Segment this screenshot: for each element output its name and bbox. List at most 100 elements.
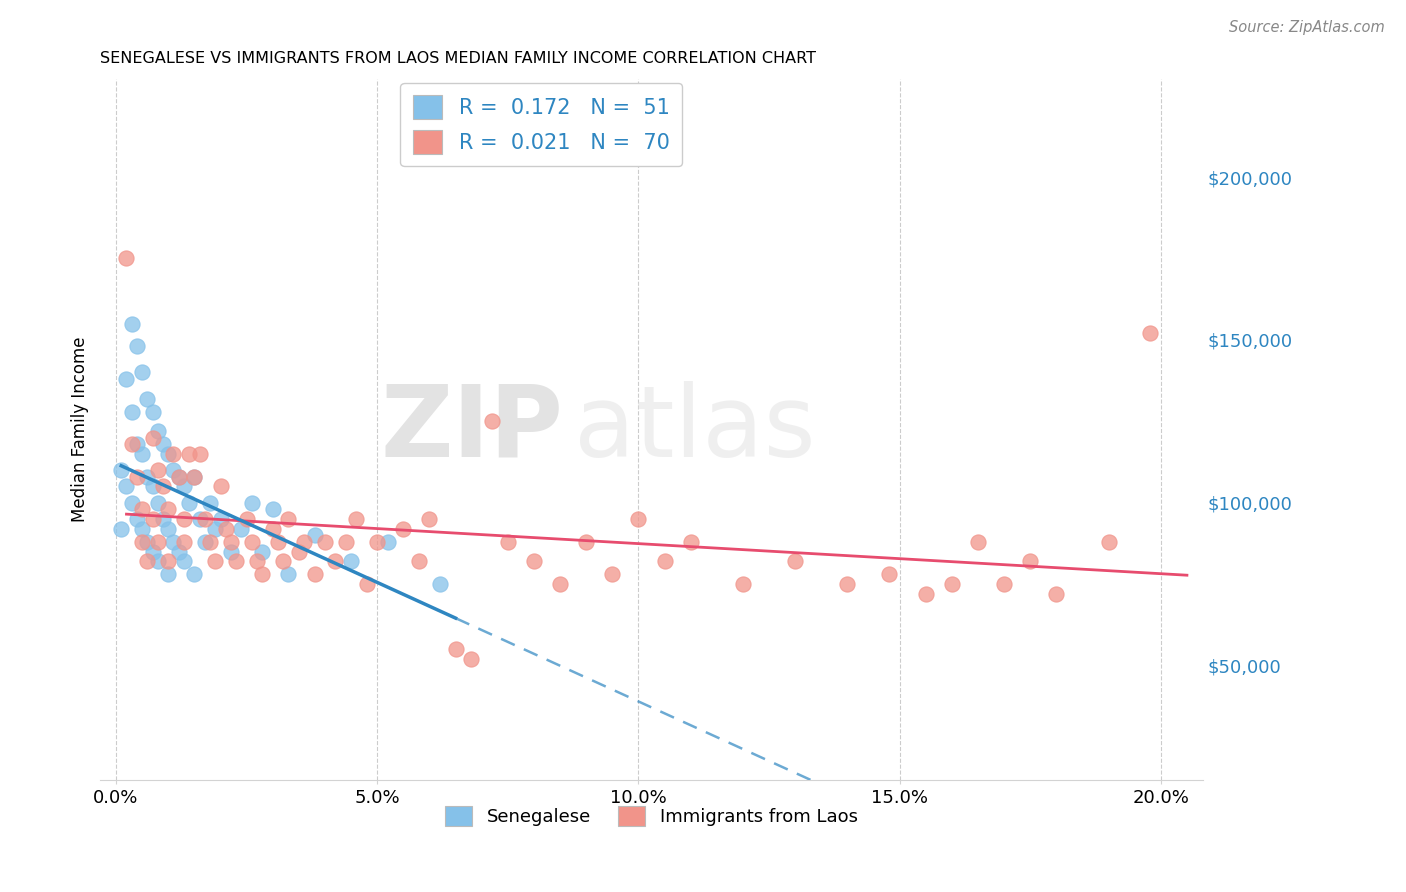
Point [125, 437, 148, 451]
Point [173, 479, 195, 493]
Point [131, 366, 153, 380]
Point [131, 522, 153, 536]
Point [993, 577, 1015, 591]
Point [146, 496, 169, 510]
Point [179, 496, 201, 510]
Point [240, 534, 263, 549]
Point [271, 554, 294, 568]
Point [198, 534, 221, 549]
Point [131, 447, 153, 461]
Point [837, 577, 859, 591]
Point [460, 652, 482, 666]
Point [877, 567, 900, 582]
Point [231, 522, 253, 536]
Point [136, 554, 159, 568]
Text: Source: ZipAtlas.com: Source: ZipAtlas.com [1229, 20, 1385, 35]
Point [167, 469, 190, 483]
Point [340, 554, 363, 568]
Point [314, 534, 336, 549]
Point [142, 479, 165, 493]
Point [304, 528, 326, 542]
Point [167, 469, 190, 483]
Point [548, 577, 571, 591]
Point [785, 554, 807, 568]
Point [377, 534, 399, 549]
Point [146, 554, 169, 568]
Point [1139, 326, 1161, 341]
Point [627, 512, 650, 526]
Point [188, 447, 211, 461]
Point [246, 554, 269, 568]
Point [366, 534, 388, 549]
Point [235, 512, 257, 526]
Point [731, 577, 754, 591]
Point [277, 567, 299, 582]
Point [941, 577, 963, 591]
Point [125, 339, 148, 353]
Point [183, 567, 205, 582]
Point [136, 392, 159, 406]
Point [277, 512, 299, 526]
Point [152, 512, 174, 526]
Text: atlas: atlas [574, 381, 815, 478]
Point [267, 534, 290, 549]
Point [173, 534, 195, 549]
Point [344, 512, 367, 526]
Point [146, 534, 169, 549]
Point [121, 437, 143, 451]
Point [292, 534, 315, 549]
Point [496, 534, 519, 549]
Point [125, 512, 148, 526]
Point [125, 469, 148, 483]
Point [481, 414, 503, 428]
Text: ZIP: ZIP [381, 381, 564, 478]
Point [252, 544, 274, 558]
Point [173, 512, 195, 526]
Point [173, 554, 195, 568]
Point [408, 554, 430, 568]
Point [110, 522, 132, 536]
Point [209, 479, 232, 493]
Point [162, 534, 184, 549]
Point [194, 534, 217, 549]
Point [152, 479, 174, 493]
Point [356, 577, 378, 591]
Point [142, 431, 165, 445]
Point [304, 567, 326, 582]
Point [1097, 534, 1119, 549]
Point [523, 554, 546, 568]
Legend: Senegalese, Immigrants from Laos: Senegalese, Immigrants from Laos [439, 798, 865, 834]
Point [204, 554, 226, 568]
Point [194, 512, 217, 526]
Point [136, 469, 159, 483]
Point [162, 463, 184, 477]
Point [157, 554, 180, 568]
Point [146, 463, 169, 477]
Point [240, 496, 263, 510]
Point [142, 512, 165, 526]
Point [392, 522, 415, 536]
Point [335, 534, 357, 549]
Point [219, 544, 242, 558]
Point [157, 567, 180, 582]
Point [188, 512, 211, 526]
Point [110, 463, 132, 477]
Point [157, 447, 180, 461]
Point [1045, 587, 1067, 601]
Y-axis label: Median Family Income: Median Family Income [72, 336, 89, 522]
Point [115, 479, 138, 493]
Point [179, 447, 201, 461]
Point [219, 534, 242, 549]
Point [162, 447, 184, 461]
Point [209, 512, 232, 526]
Point [157, 522, 180, 536]
Point [288, 544, 311, 558]
Point [679, 534, 702, 549]
Point [183, 469, 205, 483]
Text: SENEGALESE VS IMMIGRANTS FROM LAOS MEDIAN FAMILY INCOME CORRELATION CHART: SENEGALESE VS IMMIGRANTS FROM LAOS MEDIA… [100, 51, 817, 66]
Point [215, 522, 238, 536]
Point [115, 252, 138, 266]
Point [115, 372, 138, 386]
Point [121, 404, 143, 418]
Point [198, 496, 221, 510]
